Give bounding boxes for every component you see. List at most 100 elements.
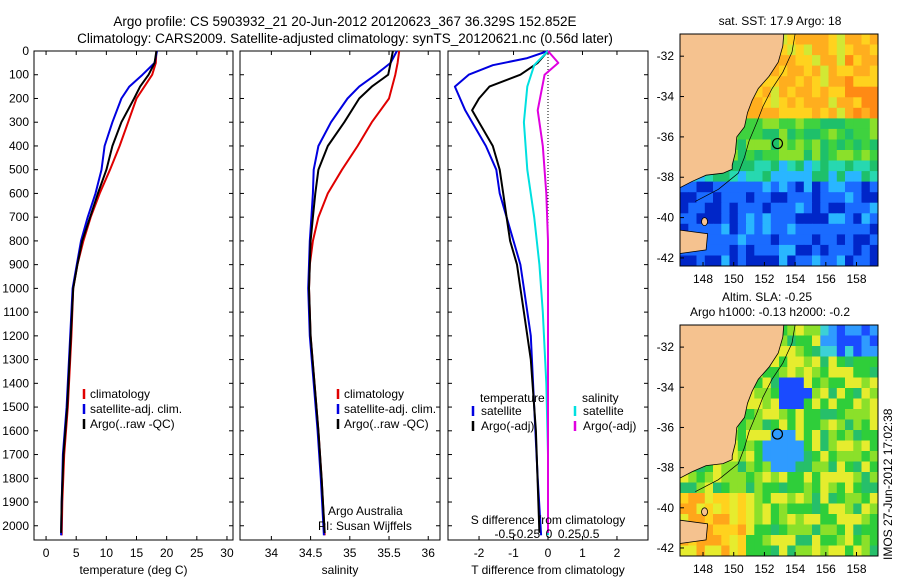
lon-tick-label: 152 [754,272,774,286]
map-cell [746,192,755,204]
map-cell [820,160,830,172]
map-cell [770,150,780,162]
map-cell [787,482,797,494]
map-cell [754,171,764,183]
map-cell [787,346,797,358]
map-cell [803,255,813,266]
map-cell [754,493,764,505]
map-cell [828,160,838,172]
map-cell [803,503,813,515]
map-cell [746,461,755,473]
map-cell [845,472,854,484]
map-cell [820,202,830,214]
map-cell [828,503,838,515]
map-cell [704,545,714,556]
x-tick-label: 34 [265,546,279,560]
map-cell [812,514,821,526]
map-cell [754,461,764,473]
map-cell [729,202,739,214]
map-cell [820,472,830,484]
map-cell [861,472,871,484]
map-cell [795,461,805,473]
map-cell [721,524,731,536]
map-cell [869,356,878,368]
map-cell [746,118,755,130]
map-cell [737,440,747,452]
map-cell [721,514,731,526]
map-cell [779,86,788,98]
map-cell [853,503,863,515]
map-cell [795,482,805,494]
series-line-argo [308,50,394,533]
map-cell [746,545,755,556]
series-line-satellite [453,50,549,536]
map-cell [861,202,871,214]
map-cell [820,451,830,463]
map-frame [679,324,879,557]
map-cell [696,472,706,484]
map-cell [828,398,838,410]
secondary-tick-label: 0.5 [583,527,600,541]
map-cell [746,482,755,494]
map-cell [696,514,706,526]
map-cell [737,503,747,515]
sst-map-panel: 148 150 152 154 156 158 -32 -34 -36 -38 -40 -42 sat.… [657,14,879,286]
map-cell [869,503,878,515]
map-cell [803,139,813,151]
map-cell [869,514,878,526]
map-cell [721,192,731,204]
map-cell [746,503,755,515]
map-cell [820,398,830,410]
map-cell [779,545,788,556]
map-cell [836,65,846,77]
map-cell [729,514,739,526]
map-cell [762,545,772,556]
map-cell [688,202,698,214]
map-cell [820,430,830,442]
map-cell [845,118,854,130]
x-tick-label: 1 [579,546,586,560]
map-cell [713,472,722,484]
map-cell [803,128,813,140]
map-cell [869,150,878,162]
map-cell [803,524,813,536]
map-cell [779,213,788,225]
map-field [680,34,878,266]
map-cell [828,472,838,484]
map-cell [828,524,838,536]
map-cell [680,202,689,214]
map-cell [754,234,764,246]
map-cell [779,472,788,484]
map-cell [680,545,689,556]
map-cell [795,181,805,193]
map-cell [779,493,788,505]
map-cell [820,409,830,421]
map-cell [803,398,813,410]
map-cell [787,255,797,266]
map-cell [779,234,788,246]
map-cell [869,545,878,556]
map-cell [861,255,871,266]
map-cell [853,461,863,473]
map-cell [845,150,854,162]
map-cell [787,234,797,246]
map-cell [853,419,863,431]
map-cell [828,255,838,266]
map-cell [812,377,821,389]
map-cell [737,524,747,536]
map-cell [721,493,731,505]
map-cell [828,202,838,214]
map-cell [795,335,805,347]
map-cell [853,160,863,172]
map-cell [828,514,838,526]
map-cell [787,388,797,400]
isobath-line [695,34,796,202]
map-cell [803,244,813,256]
y-tick-label: 1000 [2,281,29,295]
map-cell [812,192,821,204]
map-cell [812,503,821,515]
map-cell [787,44,797,56]
map-cell [812,325,821,337]
map-cell [845,34,854,46]
map-cell [803,76,813,88]
